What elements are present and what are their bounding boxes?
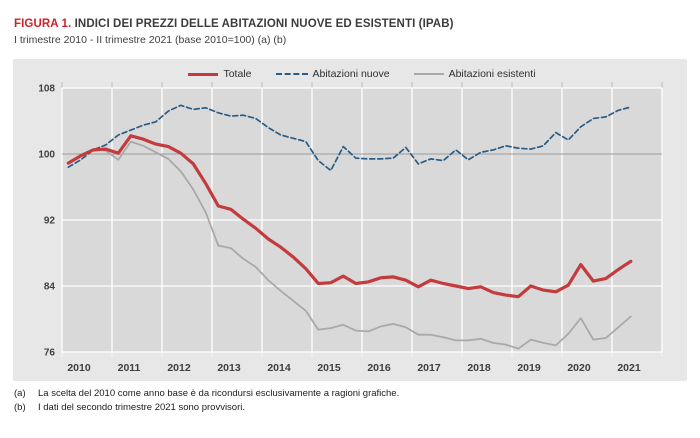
- figure-subtitle: I trimestre 2010 - II trimestre 2021 (ba…: [14, 34, 287, 46]
- legend-item-abitazioni-esistenti: Abitazioni esistenti: [413, 68, 536, 80]
- y-axis-label: 100: [38, 150, 55, 161]
- x-axis-label: 2019: [517, 362, 541, 374]
- x-axis-label: 2010: [67, 362, 91, 374]
- legend-swatch-solid-red-icon: [188, 72, 219, 76]
- footnote-b: (b) I dati del secondo trimestre 2021 so…: [14, 401, 399, 415]
- figure-title: FIGURA 1. INDICI DEI PREZZI DELLE ABITAZ…: [14, 18, 454, 30]
- x-axis-label: 2020: [567, 362, 591, 374]
- legend-swatch-dashed-blue-icon: [275, 73, 308, 75]
- y-axis-label: 76: [44, 348, 56, 359]
- x-axis-label: 2013: [217, 362, 241, 374]
- footnote-b-text: I dati del secondo trimestre 2021 sono p…: [38, 401, 245, 413]
- figure-title-text: INDICI DEI PREZZI DELLE ABITAZIONI NUOVE…: [71, 18, 454, 30]
- y-axis-label: 84: [44, 282, 56, 293]
- legend-item-abitazioni-nuove: Abitazioni nuove: [275, 68, 390, 80]
- chart-svg: 108 100 92 84 76 2010 2011 2012 2013 2014 2015 2016…: [38, 82, 663, 374]
- footnote-a-text: La scelta del 2010 come anno base è da r…: [38, 388, 400, 399]
- legend-label-totale: Totale: [223, 68, 252, 80]
- x-axis-label: 2012: [167, 362, 191, 374]
- x-axis-label: 2014: [267, 362, 291, 374]
- x-axis-label: 2016: [367, 362, 391, 374]
- footnote-a-label: (a): [14, 388, 26, 399]
- chart-legend: Totale Abitazioni nuove Abitazioni esist…: [62, 66, 662, 82]
- footnote-b-label: (b): [14, 401, 26, 413]
- x-axis-label: 2017: [417, 362, 441, 374]
- footnotes: (a) La scelta del 2010 come anno base è …: [14, 387, 399, 414]
- legend-label-abitazioni-esistenti: Abitazioni esistenti: [448, 68, 536, 80]
- legend-swatch-solid-gray-icon: [413, 73, 444, 75]
- x-axis-label: 2011: [118, 362, 141, 374]
- x-axis-label: 2018: [467, 362, 491, 374]
- figure-number: FIGURA 1.: [14, 18, 72, 30]
- series-line-abitazioni-nuove: [67, 104, 632, 172]
- y-axis-label: 108: [38, 84, 55, 95]
- series-line-totale: [66, 134, 633, 299]
- series-line-abitazioni-esistenti: [67, 140, 632, 350]
- legend-item-totale: Totale: [188, 68, 252, 80]
- legend-label-abitazioni-nuove: Abitazioni nuove: [312, 68, 390, 80]
- x-axis-label: 2021: [617, 362, 641, 374]
- y-axis-label: 92: [44, 216, 56, 227]
- chart-area: 108 100 92 84 76 2010 2011 2012 2013 2014 2015 2016…: [13, 59, 687, 381]
- x-axis-label: 2015: [317, 362, 341, 374]
- footnote-a: (a) La scelta del 2010 come anno base è …: [14, 387, 399, 401]
